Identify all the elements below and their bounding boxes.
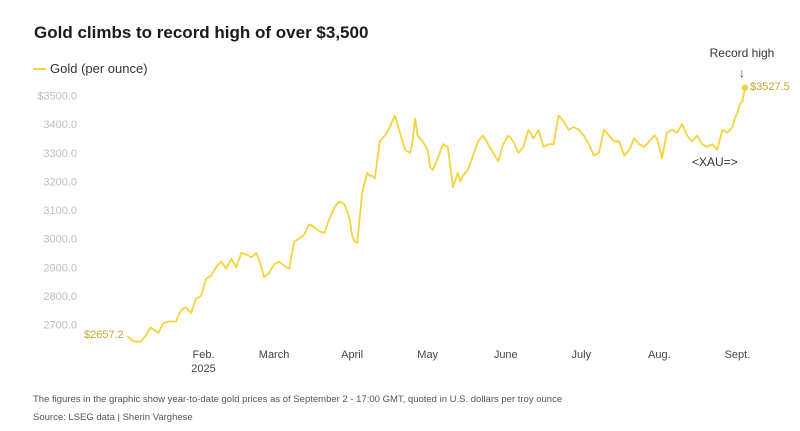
gold-price-line <box>127 86 746 343</box>
chart-title: Gold climbs to record high of over $3,50… <box>34 23 368 42</box>
y-tick-label: 2900.0 <box>43 262 77 274</box>
x-tick-label: March <box>259 349 290 361</box>
legend: Gold (per ounce) <box>33 61 148 76</box>
x-tick-label: Aug. <box>648 349 671 361</box>
y-axis: 2700.0 2800.0 2900.0 3000.0 3100.0 3200.0 3300… <box>37 91 77 332</box>
record-high-arrow: ↓ <box>739 66 745 80</box>
source-credit: Source: LSEG data | Sherin Varghese <box>33 412 193 423</box>
y-tick-label: 2800.0 <box>43 291 77 303</box>
y-tick-label: $3500.0 <box>37 91 77 103</box>
y-tick-label: 3200.0 <box>43 176 77 188</box>
x-tick-label: Feb. <box>193 349 215 361</box>
x-tick-label: May <box>417 349 438 361</box>
y-tick-label: 2700.0 <box>43 320 77 332</box>
x-axis: Feb. 2025 March April May June July Aug. Sept. <box>191 349 750 375</box>
x-tick-label: April <box>341 349 363 361</box>
x-tick-label: Sept. <box>725 349 751 361</box>
legend-label: Gold (per ounce) <box>50 61 148 76</box>
end-value-label: $3527.5 <box>750 81 790 93</box>
y-tick-label: 3000.0 <box>43 234 77 246</box>
start-value-label: $2657.2 <box>84 329 124 341</box>
y-tick-label: 3100.0 <box>43 205 77 217</box>
record-high-label: Record high <box>710 46 775 60</box>
x-tick-year-label: 2025 <box>191 363 215 375</box>
x-tick-label: June <box>494 349 518 361</box>
y-tick-label: 3300.0 <box>43 148 77 160</box>
x-tick-label: July <box>572 349 592 361</box>
footnote: The figures in the graphic show year-to-… <box>33 394 562 405</box>
y-tick-label: 3400.0 <box>43 119 77 131</box>
ticker-label: <XAU=> <box>692 155 738 169</box>
record-high-point <box>741 84 749 91</box>
